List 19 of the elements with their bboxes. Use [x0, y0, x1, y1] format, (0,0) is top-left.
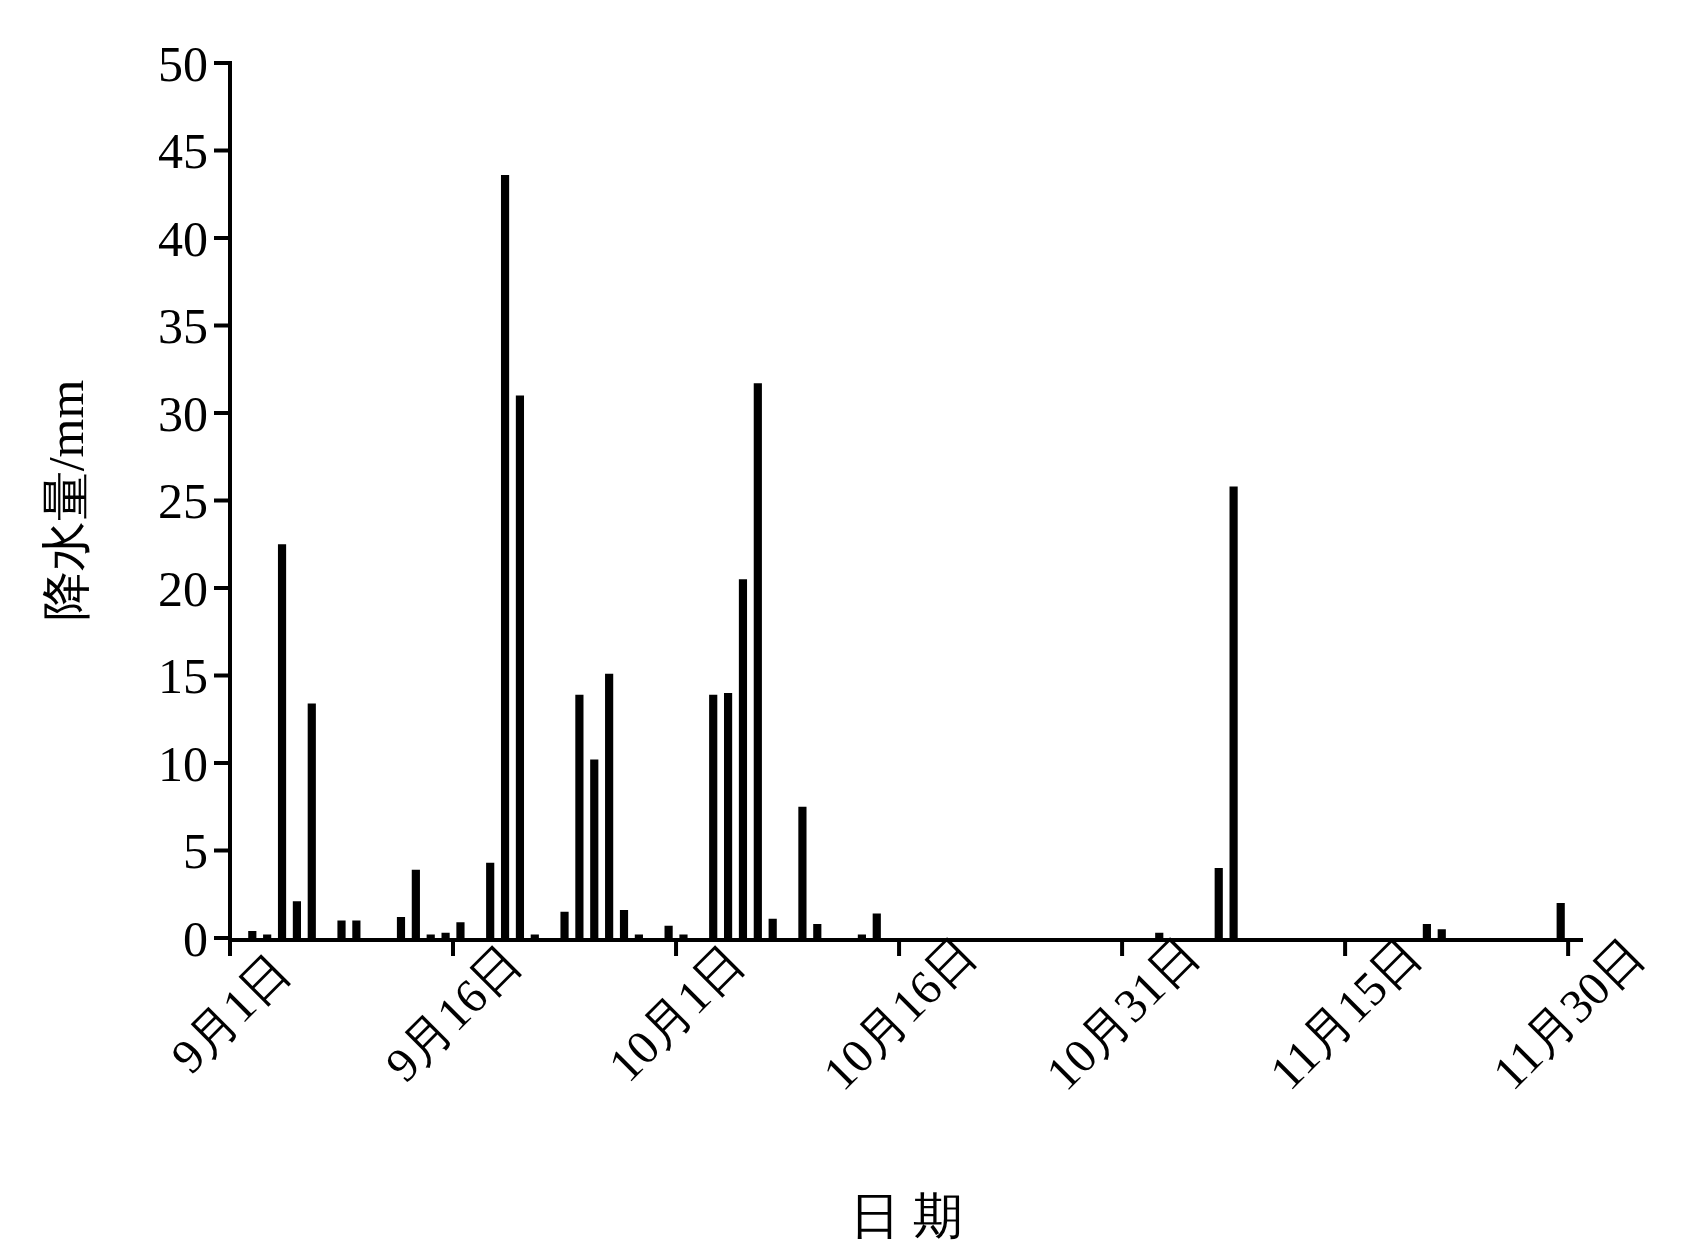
x-tick-label: 9月16日	[375, 935, 532, 1092]
y-tick-label: 40	[158, 210, 208, 267]
y-tick-label: 45	[158, 123, 208, 179]
y-tick-label: 30	[158, 385, 208, 442]
y-axis-title: 降水量/mm	[38, 379, 94, 622]
x-axis-title: 日 期	[850, 1188, 963, 1244]
y-tick-label: 50	[158, 35, 208, 92]
x-tick-label: 10月31日	[1035, 926, 1209, 1100]
x-tick-label: 10月1日	[598, 935, 755, 1092]
y-tick-label: 25	[158, 473, 208, 529]
y-tick-label: 0	[183, 910, 208, 967]
y-tick-label: 20	[158, 560, 208, 617]
x-tick-label: 10月16日	[812, 926, 986, 1100]
y-tick-label: 5	[183, 823, 208, 879]
x-tick-label: 11月30日	[1482, 927, 1655, 1100]
y-tick-label: 15	[158, 648, 208, 704]
y-tick-label: 10	[158, 735, 208, 792]
y-tick-label: 35	[158, 298, 208, 354]
x-tick-label: 11月15日	[1259, 927, 1432, 1100]
